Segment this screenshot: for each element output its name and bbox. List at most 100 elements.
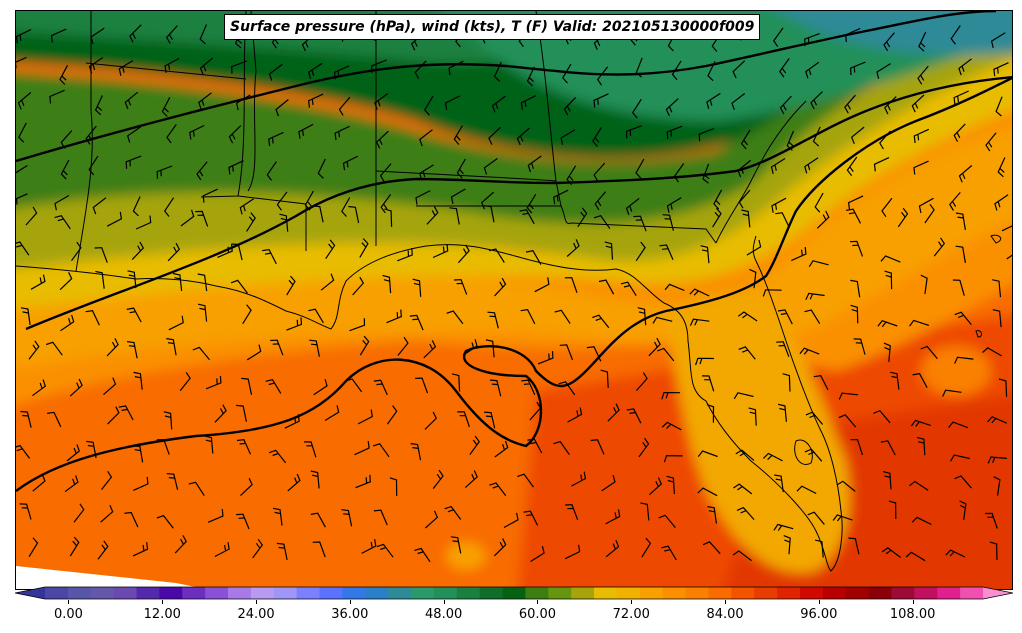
wind-barb — [494, 277, 507, 297]
wind-barb — [85, 125, 97, 145]
wind-barb — [286, 317, 303, 331]
wind-barb — [698, 127, 715, 142]
wind-barb — [850, 439, 864, 456]
wind-barb — [958, 58, 972, 76]
wind-barb — [483, 205, 495, 223]
wind-barb — [204, 435, 214, 454]
wind-barb — [491, 95, 506, 113]
wind-barb — [648, 477, 663, 496]
wind-barb — [652, 316, 673, 324]
wind-barb — [493, 61, 502, 82]
wind-barb — [449, 207, 460, 225]
wind-barb — [810, 91, 823, 110]
wind-barb — [559, 344, 574, 361]
wind-barb — [312, 541, 326, 558]
wind-barb — [214, 404, 227, 423]
wind-barb — [60, 314, 75, 332]
wind-barb — [342, 155, 359, 171]
colorbar-swatch — [433, 587, 458, 599]
wind-barb — [463, 339, 478, 356]
wind-barb — [566, 239, 580, 257]
wind-barb — [304, 190, 314, 211]
wind-barb — [464, 470, 478, 489]
wind-barb — [641, 537, 652, 558]
wind-barb — [659, 244, 674, 260]
wind-barb — [457, 244, 470, 264]
wind-barb — [776, 341, 790, 358]
colorbar-swatch — [525, 587, 549, 599]
wind-barb — [953, 90, 969, 105]
wind-barb — [380, 194, 392, 214]
wind-barb — [133, 476, 149, 491]
wind-barb — [553, 189, 569, 205]
wind-barb — [66, 444, 81, 462]
wind-barb — [480, 191, 495, 210]
wind-barb — [701, 375, 715, 392]
wind-barb — [266, 161, 277, 181]
wind-barb — [371, 59, 387, 73]
wind-barbs — [16, 23, 1012, 563]
wind-barb — [242, 304, 252, 325]
wind-barb — [25, 206, 38, 226]
wind-barb — [457, 411, 470, 428]
wind-barb — [713, 189, 723, 210]
wind-barb — [359, 238, 369, 258]
wind-barb — [665, 98, 679, 116]
wind-barb — [16, 193, 28, 205]
wind-barb — [656, 347, 675, 362]
wind-barb — [945, 549, 966, 558]
colorbar-swatch — [822, 587, 847, 599]
wind-barb — [357, 409, 373, 425]
wind-barb — [706, 92, 721, 109]
wind-barb — [19, 503, 32, 520]
wind-barb — [252, 538, 264, 559]
wind-barb — [850, 279, 861, 298]
wind-barb — [663, 454, 683, 463]
wind-barb — [796, 485, 817, 495]
wind-barb — [71, 241, 82, 262]
wind-barb — [997, 157, 1006, 178]
colorbar-swatch — [594, 587, 618, 599]
wind-barb — [127, 270, 137, 289]
colorbar-swatch — [136, 587, 160, 599]
colorbar — [15, 586, 1013, 600]
wind-barb — [598, 279, 615, 295]
wind-barb — [106, 338, 119, 357]
wind-barb — [320, 273, 335, 291]
wind-barb — [880, 255, 901, 263]
wind-barb — [838, 392, 859, 400]
colorbar-swatch — [754, 587, 778, 599]
wind-barb — [375, 130, 389, 149]
wind-barb — [883, 32, 895, 52]
wind-barb — [762, 452, 783, 462]
wind-barb — [880, 440, 896, 456]
colorbar-tick-mark — [443, 600, 445, 604]
wind-barb — [593, 162, 606, 182]
wind-barb — [732, 60, 746, 79]
wind-barb — [192, 346, 210, 361]
wind-barb — [412, 278, 422, 297]
wind-barb — [844, 94, 856, 114]
wind-barb — [954, 311, 972, 325]
wind-barb — [881, 547, 901, 558]
colorbar-tick-mark — [725, 600, 727, 604]
wind-barb — [189, 124, 205, 140]
wind-barb — [179, 372, 191, 392]
wind-barb — [911, 516, 932, 526]
wind-barb — [913, 128, 930, 143]
wind-barb — [166, 473, 179, 490]
wind-barb — [738, 189, 751, 209]
wind-barb — [953, 123, 966, 142]
wind-barb — [849, 61, 866, 76]
wind-barb — [846, 208, 862, 224]
wind-barb — [236, 439, 252, 455]
wind-barb — [197, 303, 208, 322]
wind-barb — [737, 159, 751, 178]
wind-barb — [127, 341, 138, 359]
colorbar-swatch — [868, 587, 893, 599]
wind-barb — [389, 477, 398, 496]
wind-barb — [324, 405, 340, 422]
wind-barb — [106, 211, 123, 227]
wind-barb — [520, 95, 537, 110]
wind-barb — [537, 351, 554, 365]
